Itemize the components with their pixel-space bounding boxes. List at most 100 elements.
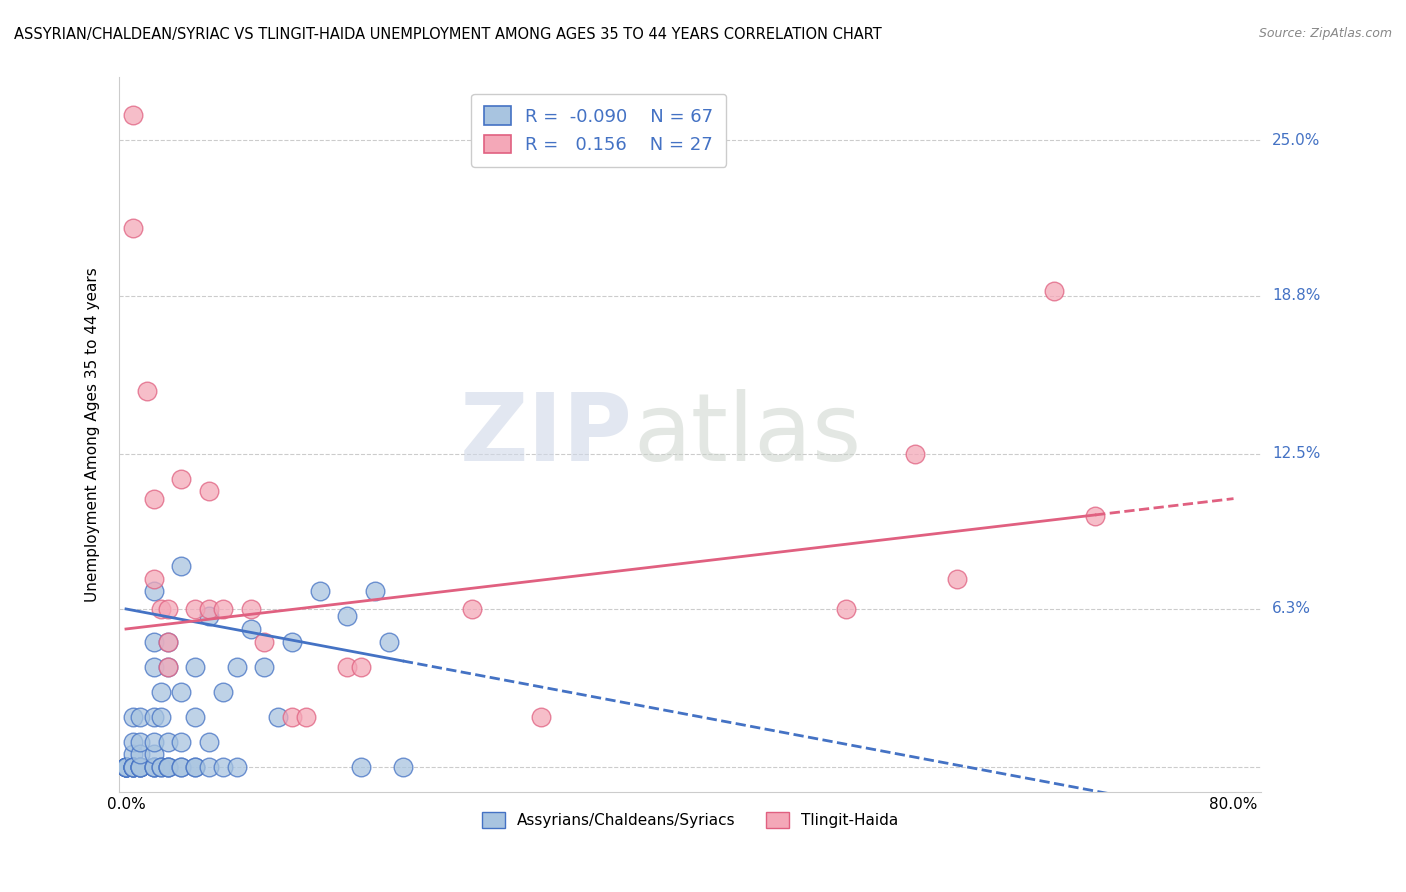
Point: [122, 710, 145, 724]
Point: [198, 609, 221, 624]
Point: [350, 659, 373, 673]
Point: [184, 760, 207, 774]
Point: [149, 760, 172, 774]
Point: [156, 760, 179, 774]
Point: [128, 760, 150, 774]
Point: [142, 584, 165, 599]
Point: [364, 584, 387, 599]
Point: [170, 684, 193, 698]
Point: [149, 684, 172, 698]
Point: [267, 710, 290, 724]
Point: [281, 634, 304, 648]
Point: [156, 634, 179, 648]
Point: [253, 659, 276, 673]
Point: [115, 760, 138, 774]
Point: [122, 760, 145, 774]
Point: [156, 760, 179, 774]
Point: [239, 622, 262, 636]
Point: [170, 472, 193, 486]
Point: [281, 710, 304, 724]
Point: [122, 760, 145, 774]
Point: [239, 602, 262, 616]
Y-axis label: Unemployment Among Ages 35 to 44 years: Unemployment Among Ages 35 to 44 years: [86, 268, 100, 602]
Point: [122, 760, 145, 774]
Point: [308, 584, 330, 599]
Point: [115, 760, 138, 774]
Point: [115, 760, 138, 774]
Point: [212, 760, 235, 774]
Point: [212, 602, 235, 616]
Point: [378, 634, 401, 648]
Point: [170, 735, 193, 749]
Point: [336, 659, 359, 673]
Point: [212, 684, 235, 698]
Point: [295, 710, 318, 724]
Point: [142, 659, 165, 673]
Point: [149, 710, 172, 724]
Point: [170, 760, 193, 774]
Point: [122, 760, 145, 774]
Point: [198, 602, 221, 616]
Point: [156, 659, 179, 673]
Point: [530, 710, 553, 724]
Point: [198, 760, 221, 774]
Point: [945, 572, 967, 586]
Point: [184, 760, 207, 774]
Point: [122, 108, 145, 122]
Point: [142, 760, 165, 774]
Point: [122, 760, 145, 774]
Point: [122, 220, 145, 235]
Point: [128, 760, 150, 774]
Point: [156, 659, 179, 673]
Point: [122, 747, 145, 762]
Text: atlas: atlas: [633, 389, 862, 481]
Point: [198, 484, 221, 499]
Point: [461, 602, 484, 616]
Point: [115, 760, 138, 774]
Legend: Assyrians/Chaldeans/Syriacs, Tlingit-Haida: Assyrians/Chaldeans/Syriacs, Tlingit-Hai…: [475, 806, 904, 834]
Text: ZIP: ZIP: [460, 389, 633, 481]
Point: [142, 735, 165, 749]
Point: [156, 760, 179, 774]
Point: [156, 634, 179, 648]
Text: Source: ZipAtlas.com: Source: ZipAtlas.com: [1258, 27, 1392, 40]
Point: [184, 659, 207, 673]
Point: [128, 760, 150, 774]
Point: [350, 760, 373, 774]
Text: ASSYRIAN/CHALDEAN/SYRIAC VS TLINGIT-HAIDA UNEMPLOYMENT AMONG AGES 35 TO 44 YEARS: ASSYRIAN/CHALDEAN/SYRIAC VS TLINGIT-HAID…: [14, 27, 882, 42]
Point: [170, 559, 193, 574]
Point: [1042, 284, 1064, 298]
Point: [904, 446, 927, 460]
Point: [149, 760, 172, 774]
Point: [142, 760, 165, 774]
Point: [1084, 509, 1107, 524]
Point: [135, 384, 157, 398]
Point: [184, 710, 207, 724]
Point: [149, 602, 172, 616]
Point: [115, 760, 138, 774]
Point: [142, 760, 165, 774]
Point: [122, 735, 145, 749]
Point: [128, 735, 150, 749]
Point: [128, 747, 150, 762]
Text: 6.3%: 6.3%: [1272, 601, 1312, 616]
Point: [142, 491, 165, 506]
Point: [128, 760, 150, 774]
Point: [142, 572, 165, 586]
Point: [225, 659, 247, 673]
Point: [115, 760, 138, 774]
Point: [142, 634, 165, 648]
Point: [170, 760, 193, 774]
Text: 18.8%: 18.8%: [1272, 288, 1320, 303]
Point: [142, 747, 165, 762]
Point: [336, 609, 359, 624]
Point: [198, 735, 221, 749]
Point: [115, 760, 138, 774]
Point: [156, 735, 179, 749]
Point: [225, 760, 247, 774]
Point: [835, 602, 858, 616]
Point: [142, 710, 165, 724]
Text: 25.0%: 25.0%: [1272, 133, 1320, 147]
Point: [184, 602, 207, 616]
Text: 12.5%: 12.5%: [1272, 446, 1320, 461]
